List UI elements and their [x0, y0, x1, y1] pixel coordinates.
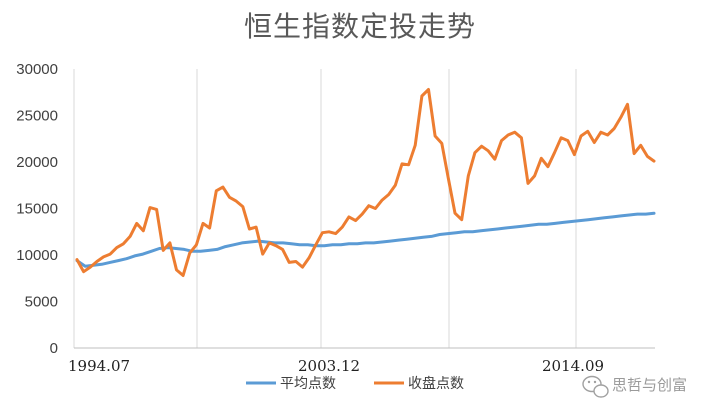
x-tick-label: 2014.09: [542, 357, 604, 375]
watermark: 思哲与创富: [582, 375, 687, 398]
y-tick-label: 0: [50, 340, 58, 357]
series-layer: [75, 88, 656, 277]
legend-label-avg: 平均点数: [280, 376, 336, 392]
y-tick-label: 30000: [16, 61, 58, 78]
y-tick-label: 20000: [16, 154, 58, 171]
y-tick-label: 5000: [25, 294, 58, 311]
series-line-close: [75, 88, 656, 277]
y-tick-label: 10000: [16, 247, 58, 264]
chart-grid: [73, 69, 655, 349]
x-tick-label: 2003.12: [298, 357, 360, 375]
y-axis-ticks: 0 5000 10000 15000 20000 25000 30000: [16, 61, 58, 357]
legend-label-close: 收盘点数: [408, 375, 464, 392]
x-tick-label: 1994.07: [68, 357, 130, 375]
chart-title: 恒生指数定投走势: [244, 10, 476, 43]
y-tick-label: 25000: [16, 108, 58, 125]
x-axis-ticks: 1994.07 2003.12 2014.09: [68, 357, 604, 375]
legend: 平均点数 收盘点数: [246, 375, 464, 392]
watermark-text: 思哲与创富: [612, 376, 687, 394]
series-line-average: [75, 211, 656, 268]
wechat-icon: [582, 375, 609, 398]
y-tick-label: 15000: [16, 201, 58, 218]
